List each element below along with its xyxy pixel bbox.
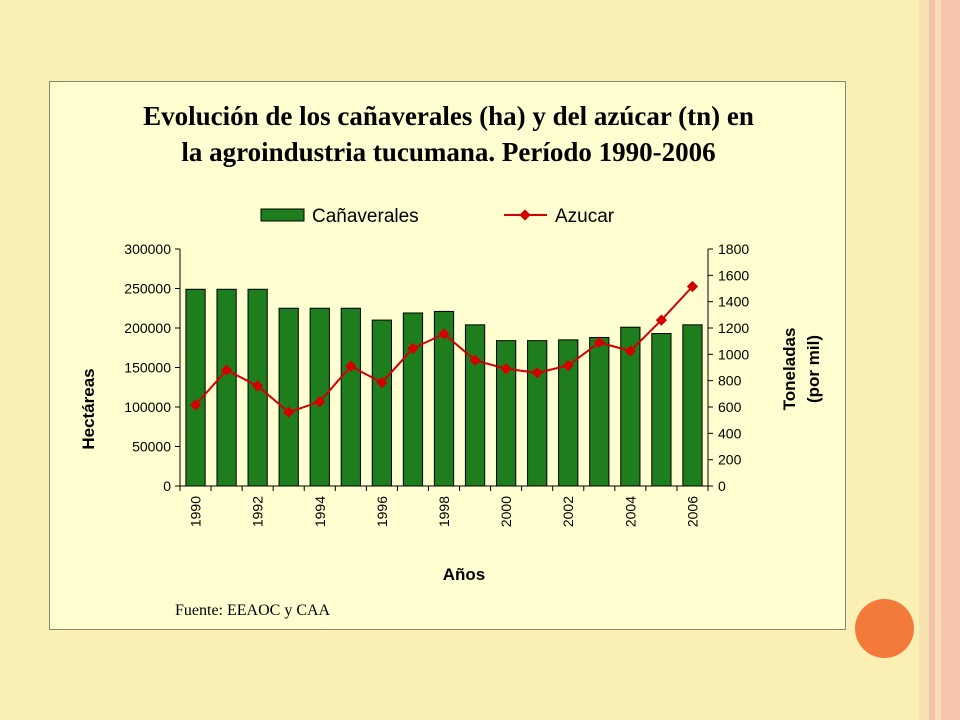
y-right-tick-label-800: 800 [718, 373, 742, 389]
y-right-tick-label-1800: 1800 [718, 241, 749, 257]
y-left-tick-label-150000: 150000 [124, 360, 171, 376]
x-tick-label-2000: 2000 [498, 496, 514, 527]
y-left-tick-label-100000: 100000 [124, 399, 171, 415]
y-axis-left-label: Hectáreas [79, 368, 98, 449]
legend-swatch-canaverales [260, 208, 305, 222]
marker-azucar-2006 [686, 280, 699, 293]
y-right-tick-label-0: 0 [718, 478, 726, 494]
chart-title-line-1: Evolución de los cañaverales (ha) y del … [143, 101, 754, 131]
marker-azucar-1994 [314, 396, 326, 408]
marker-azucar-1995 [345, 360, 357, 372]
bar-canaverales-2001 [527, 340, 548, 487]
axes: 0 50000 100000 150000 200000 250000 300000 0 200… [124, 241, 749, 527]
legend-label-canaverales: Cañaverales [312, 206, 419, 227]
x-tick-label-1996: 1996 [374, 496, 390, 527]
bar-canaverales-1991 [216, 288, 237, 487]
marker-azucar-2002 [562, 359, 574, 372]
y-right-tick-label-600: 600 [718, 399, 742, 415]
y-right-tick-label-200: 200 [718, 452, 742, 468]
source-note: Fuente: EEAOC y CAA [175, 602, 331, 619]
bar-canaverales-1997 [402, 312, 424, 487]
y-right-tick-label-1600: 1600 [718, 267, 749, 283]
bar-canaverales-2003 [589, 336, 610, 487]
decorative-orange-circle [855, 599, 914, 658]
combo-chart: Cañaverales Azucar 0 50000 100000 150000 200… [79, 206, 823, 584]
bar-canaverales-1995 [340, 307, 361, 487]
x-tick-label-2004: 2004 [622, 496, 638, 527]
marker-azucar-1997 [407, 342, 419, 355]
y-left-tick-label-200000: 200000 [124, 320, 171, 336]
x-tick-label-2006: 2006 [684, 496, 700, 527]
marker-azucar-1992 [251, 380, 264, 392]
y-right-tick-label-400: 400 [718, 425, 742, 441]
y-right-tick-label-1000: 1000 [718, 346, 749, 362]
marker-azucar-2004 [624, 345, 637, 357]
bar-canaverales-1999 [464, 324, 486, 487]
legend-label-azucar: Azucar [555, 206, 615, 227]
marker-azucar-2005 [655, 314, 668, 326]
right-border-stripe-light-2 [935, 0, 941, 720]
y-left-tick-label-250000: 250000 [124, 281, 171, 297]
y-left-tick-label-300000: 300000 [124, 241, 171, 257]
right-border-stripe-pink-2 [941, 0, 960, 720]
x-tick-label-1990: 1990 [188, 496, 204, 527]
right-border-stripe-pink [929, 0, 935, 720]
bar-canaverales-1990 [185, 288, 206, 487]
y-left-tick-label-0: 0 [163, 478, 171, 494]
chart-title-line-2: la agroindustria tucumana. Período 1990-… [181, 137, 716, 167]
y-right-tick-label-1200: 1200 [718, 320, 749, 336]
marker-azucar-1998 [438, 328, 450, 340]
legend-marker-azucar [519, 209, 531, 221]
marker-azucar-1993 [283, 406, 295, 418]
legend: Cañaverales Azucar [260, 206, 615, 227]
bar-canaverales-2005 [651, 333, 672, 487]
chart-title: Evolución de los cañaverales (ha) y del … [50, 98, 847, 170]
marker-azucar-2003 [593, 336, 605, 349]
bar-canaverales-2000 [495, 340, 517, 487]
x-tick-label-1994: 1994 [312, 496, 328, 527]
marker-azucar-1996 [376, 376, 388, 389]
bar-canaverales-1993 [278, 307, 299, 487]
bar-canaverales-2006 [682, 324, 703, 487]
x-axis-label: Años [443, 565, 486, 584]
bar-canaverales-1996 [371, 319, 393, 487]
y-axis-right-label-line-1: Toneladas [780, 328, 799, 411]
plot-area [185, 280, 703, 487]
marker-azucar-2000 [500, 363, 512, 375]
marker-azucar-1990 [189, 399, 202, 411]
y-axis-right-label-line-2: (por mil) [804, 335, 823, 403]
marker-azucar-1999 [469, 354, 481, 366]
y-right-tick-label-1400: 1400 [718, 294, 749, 310]
x-tick-label-1992: 1992 [250, 496, 266, 527]
marker-azucar-1991 [220, 364, 233, 376]
x-tick-label-1998: 1998 [436, 496, 452, 527]
right-border-stripe-light [919, 0, 929, 720]
x-tick-label-2002: 2002 [560, 496, 576, 527]
y-left-tick-label-50000: 50000 [132, 439, 171, 455]
marker-azucar-2001 [531, 367, 543, 379]
